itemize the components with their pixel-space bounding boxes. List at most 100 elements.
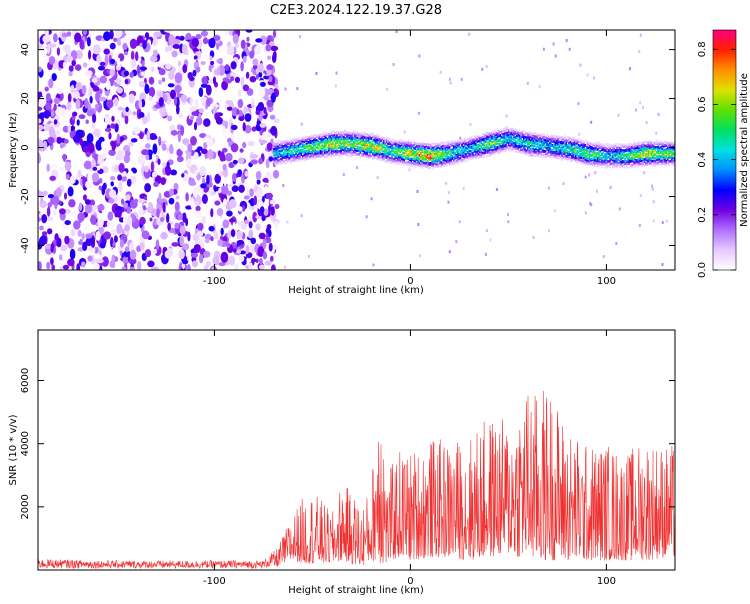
heatmap-signal-cell xyxy=(625,144,628,147)
heatmap-noise-cell xyxy=(200,83,208,88)
heatmap-speckle-cell xyxy=(595,189,598,193)
heatmap-noise-cell xyxy=(63,44,71,53)
heatmap-signal-cell xyxy=(510,139,513,142)
heatmap-noise-cell xyxy=(134,198,139,203)
heatmap-signal-cell xyxy=(566,136,569,139)
heatmap-signal-cell xyxy=(367,141,370,144)
heatmap-signal-cell xyxy=(624,159,626,162)
heatmap-signal-cell xyxy=(299,143,301,146)
heatmap-noise-cell xyxy=(51,264,56,270)
heatmap-noise-cell xyxy=(47,194,55,199)
heatmap-signal-cell xyxy=(469,143,471,146)
heatmap-signal-cell xyxy=(597,148,599,151)
heatmap-noise-cell xyxy=(213,231,218,240)
heatmap-signal-cell xyxy=(361,153,363,156)
heatmap-signal-cell xyxy=(518,138,521,141)
heatmap-signal-cell xyxy=(341,148,344,151)
heatmap-signal-cell xyxy=(496,139,499,142)
heatmap-signal-cell xyxy=(668,148,670,151)
heatmap-signal-cell xyxy=(429,155,432,158)
heatmap-signal-cell xyxy=(643,154,646,157)
heatmap-noise-cell xyxy=(177,131,182,143)
heatmap-signal-cell xyxy=(610,158,613,161)
heatmap-signal-cell xyxy=(288,152,290,155)
heatmap-signal-cell xyxy=(528,149,530,152)
heatmap-signal-cell xyxy=(356,147,359,150)
heatmap-signal-cell xyxy=(377,151,380,154)
heatmap-signal-cell xyxy=(284,149,286,152)
heatmap-speckle-cell xyxy=(593,76,595,80)
heatmap-signal-cell xyxy=(653,159,655,162)
heatmap-signal-cell xyxy=(289,144,292,147)
heatmap-noise-cell xyxy=(162,202,166,213)
heatmap-signal-cell xyxy=(306,153,308,156)
heatmap-signal-cell xyxy=(618,161,621,164)
heatmap-signal-cell xyxy=(558,137,561,140)
heatmap-signal-cell xyxy=(339,135,341,138)
heatmap-signal-cell xyxy=(503,143,506,146)
heatmap-noise-cell xyxy=(218,170,224,176)
heatmap-signal-cell xyxy=(329,145,332,148)
heatmap-signal-cell xyxy=(550,140,552,143)
heatmap-signal-cell xyxy=(645,153,647,156)
heatmap-signal-cell xyxy=(426,166,429,169)
heatmap-signal-cell xyxy=(533,144,536,147)
heatmap-signal-cell xyxy=(573,144,576,147)
heatmap-noise-cell xyxy=(148,86,156,98)
heatmap-noise-cell xyxy=(126,206,132,214)
heatmap-noise-cell xyxy=(218,262,226,267)
heatmap-noise-cell xyxy=(56,136,63,144)
heatmap-signal-cell xyxy=(306,146,308,149)
heatmap-signal-cell xyxy=(590,146,592,149)
heatmap-signal-cell xyxy=(432,163,434,166)
heatmap-noise-cell xyxy=(179,35,185,41)
heatmap-noise-cell xyxy=(124,224,131,232)
heatmap-signal-cell xyxy=(347,150,349,153)
heatmap-signal-cell xyxy=(645,157,647,160)
heatmap-signal-cell xyxy=(610,155,613,158)
heatmap-signal-cell xyxy=(647,157,650,160)
heatmap-signal-cell xyxy=(661,145,664,148)
heatmap-signal-cell xyxy=(485,155,488,158)
heatmap-signal-cell xyxy=(395,144,397,147)
heatmap-noise-cell xyxy=(255,109,261,116)
heatmap-noise-cell xyxy=(109,42,116,50)
heatmap-noise-cell xyxy=(226,45,235,56)
heatmap-signal-cell xyxy=(442,163,444,166)
heatmap-signal-cell xyxy=(490,137,492,140)
heatmap-signal-cell xyxy=(488,151,491,154)
heatmap-noise-cell xyxy=(152,143,158,155)
heatmap-signal-cell xyxy=(491,144,493,147)
heatmap-signal-cell xyxy=(417,148,419,151)
heatmap-signal-cell xyxy=(636,165,639,168)
heatmap-signal-cell xyxy=(277,159,279,162)
heatmap-signal-cell xyxy=(420,152,422,155)
heatmap-signal-cell xyxy=(472,138,474,141)
heatmap-noise-cell xyxy=(250,237,257,245)
heatmap-signal-cell xyxy=(299,149,301,152)
heatmap-signal-cell xyxy=(376,138,378,141)
heatmap-speckle-cell xyxy=(448,250,451,254)
heatmap-signal-cell xyxy=(610,149,613,152)
heatmap-signal-cell xyxy=(507,148,510,151)
heatmap-signal-cell xyxy=(280,143,282,146)
snr-y-axis-label: SNR (10 * v/v) xyxy=(8,414,19,485)
heatmap-signal-cell xyxy=(568,151,570,154)
heatmap-noise-cell xyxy=(104,115,112,124)
heatmap-signal-cell xyxy=(293,146,296,149)
heatmap-signal-cell xyxy=(649,150,651,153)
heatmap-signal-cell xyxy=(609,159,611,163)
heatmap-signal-cell xyxy=(511,149,514,152)
heatmap-signal-cell xyxy=(516,132,518,135)
heatmap-signal-cell xyxy=(343,138,345,141)
heatmap-signal-cell xyxy=(576,152,578,155)
heatmap-signal-cell xyxy=(468,152,470,155)
heatmap-signal-cell xyxy=(501,148,503,151)
heatmap-signal-cell xyxy=(365,143,367,146)
heatmap-signal-cell xyxy=(432,165,434,168)
heatmap-signal-cell xyxy=(470,141,473,144)
heatmap-signal-cell xyxy=(372,144,374,147)
heatmap-signal-cell xyxy=(518,133,521,136)
heatmap-signal-cell xyxy=(524,150,526,153)
heatmap-signal-cell xyxy=(559,155,562,158)
